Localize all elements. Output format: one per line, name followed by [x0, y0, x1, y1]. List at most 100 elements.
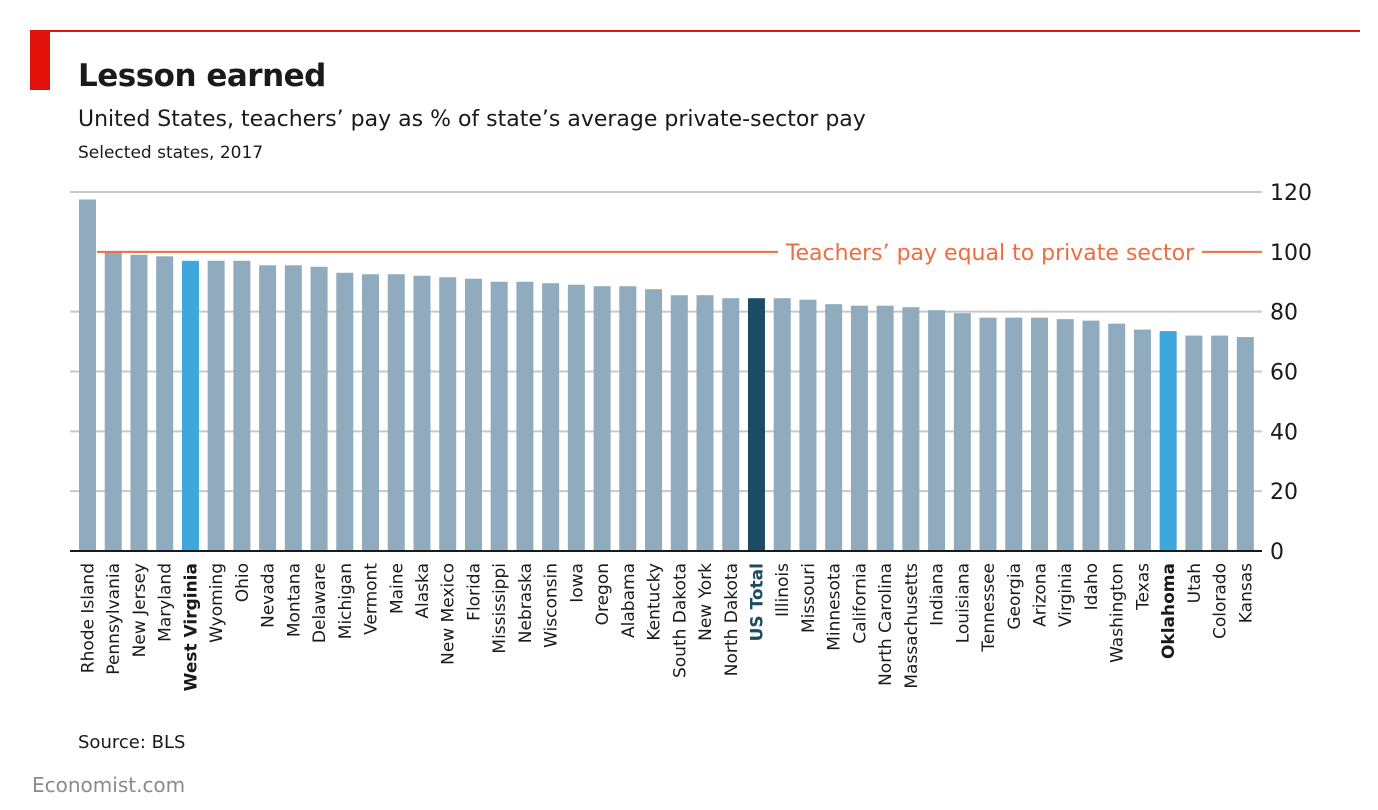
bar — [619, 286, 637, 551]
bar — [284, 265, 302, 551]
chart-note: Selected states, 2017 — [78, 143, 264, 163]
x-tick-label: Virginia — [1056, 563, 1076, 627]
x-tick-label: Iowa — [567, 563, 587, 603]
x-tick-label: New Jersey — [130, 563, 150, 657]
x-tick-label: Arizona — [1031, 563, 1051, 627]
brand-footer: Economist.com — [32, 773, 186, 797]
y-tick-label: 40 — [1270, 420, 1298, 445]
x-tick-label: Nebraska — [516, 563, 536, 643]
bar — [1159, 331, 1177, 551]
bar — [773, 298, 791, 551]
x-tick-label: Illinois — [773, 563, 793, 617]
top-rule — [30, 30, 1360, 32]
x-tick-label: Colorado — [1211, 563, 1231, 639]
y-tick-label: 0 — [1270, 540, 1284, 565]
x-tick-label: Maine — [387, 563, 407, 614]
bar — [593, 286, 611, 551]
x-tick-label: California — [850, 563, 870, 644]
bar — [516, 281, 534, 551]
bar — [567, 284, 585, 551]
x-tick-label: Kansas — [1236, 563, 1256, 623]
x-tick-label: Ohio — [233, 563, 253, 602]
x-tick-label: Idaho — [1082, 563, 1102, 610]
bar — [876, 305, 894, 551]
bar — [1031, 317, 1049, 551]
bar — [747, 298, 765, 551]
y-tick-label: 80 — [1270, 301, 1298, 326]
x-tick-label: New York — [696, 563, 716, 641]
source-note: Source: BLS — [78, 732, 186, 753]
bar — [387, 274, 405, 551]
x-tick-label: Utah — [1185, 563, 1205, 603]
x-tick-label: Kentucky — [645, 563, 665, 641]
x-tick-label: US Total — [747, 563, 767, 641]
bar — [207, 260, 225, 551]
bar — [439, 277, 457, 551]
bar — [1005, 317, 1023, 551]
y-tick-label: 100 — [1270, 241, 1312, 266]
bar — [928, 310, 946, 551]
x-tick-label: Alaska — [413, 563, 433, 619]
bar — [953, 313, 971, 551]
x-tick-label: Georgia — [1005, 563, 1025, 630]
bar — [850, 305, 868, 551]
bar — [1082, 320, 1100, 551]
x-tick-label: Florida — [464, 563, 484, 621]
red-tag — [30, 30, 50, 90]
bar — [1108, 323, 1126, 551]
x-tick-label: North Carolina — [876, 563, 896, 686]
bar — [645, 289, 663, 551]
x-tick-label: Indiana — [928, 563, 948, 626]
bar — [79, 199, 96, 551]
bar — [670, 295, 688, 551]
bar — [1056, 319, 1074, 551]
x-tick-label: Minnesota — [825, 563, 845, 651]
x-tick-label: Montana — [284, 563, 304, 637]
y-tick-label: 20 — [1270, 480, 1298, 505]
x-tick-label: Nevada — [259, 563, 279, 628]
x-tick-label: Michigan — [336, 563, 356, 639]
y-tick-label: 60 — [1270, 361, 1298, 386]
x-tick-label: Pennsylvania — [104, 563, 124, 675]
x-tick-label: Oregon — [593, 563, 613, 625]
x-tick-label: South Dakota — [670, 563, 690, 678]
x-tick-label: Mississippi — [490, 563, 510, 654]
x-tick-label: Louisiana — [953, 563, 973, 643]
x-tick-label: Wyoming — [207, 563, 227, 643]
x-tick-label: Rhode Island — [79, 563, 99, 673]
x-tick-label: Missouri — [799, 563, 819, 633]
reference-line-label: Teachers’ pay equal to private sector — [785, 241, 1195, 266]
x-tick-label: Texas — [1133, 563, 1153, 611]
bar — [130, 254, 148, 551]
bar — [902, 307, 920, 551]
bar — [979, 317, 997, 551]
x-tick-label: Maryland — [156, 563, 176, 642]
y-tick-label: 120 — [1270, 181, 1312, 206]
bar — [233, 260, 251, 551]
bar — [722, 298, 740, 551]
bar — [825, 304, 843, 551]
bar — [259, 265, 277, 551]
bar — [1185, 335, 1203, 551]
x-tick-label: North Dakota — [722, 563, 742, 676]
x-tick-label: Vermont — [362, 563, 382, 635]
x-tick-label: West Virginia — [181, 563, 201, 691]
bar — [464, 278, 482, 551]
bar — [156, 256, 174, 551]
bar — [336, 272, 354, 551]
x-tick-label: Oklahoma — [1159, 563, 1179, 659]
bar — [696, 295, 714, 551]
bar — [310, 266, 328, 551]
bar — [413, 275, 431, 551]
bar — [181, 260, 199, 551]
bar — [542, 283, 560, 551]
x-tick-label: Tennessee — [979, 563, 999, 653]
bar — [799, 299, 817, 551]
x-tick-label: Washington — [1108, 563, 1128, 663]
bar — [1133, 329, 1151, 551]
x-tick-label: Wisconsin — [542, 563, 562, 648]
x-tick-label: Massachusetts — [902, 563, 922, 689]
bar — [490, 281, 508, 551]
x-tick-label: New Mexico — [439, 563, 459, 665]
